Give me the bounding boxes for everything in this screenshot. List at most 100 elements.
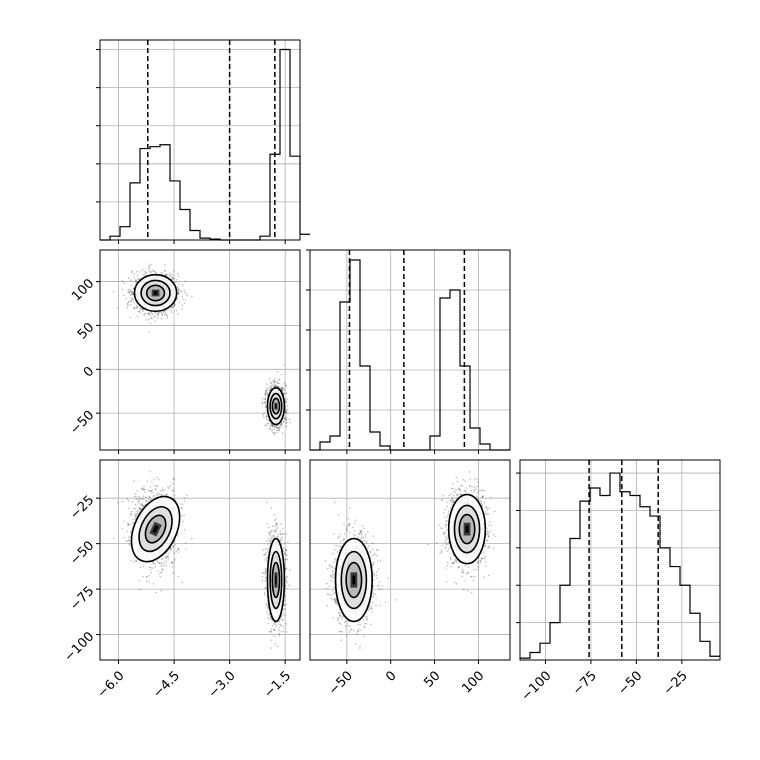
sample-point [147,312,150,315]
sample-point [148,312,150,315]
sample-point [183,302,186,305]
sample-point [136,490,138,492]
sample-point [265,416,268,418]
sample-point [151,481,153,483]
sample-point [164,312,167,314]
sample-point [267,418,269,421]
sample-point [156,314,159,316]
sample-point [148,498,150,501]
sample-point [133,495,135,498]
sample-point [152,583,155,585]
sample-point [169,275,172,278]
sample-point [182,298,184,300]
sample-point [185,548,187,550]
sample-point [273,378,276,380]
sample-point [277,533,280,536]
sample-point [130,297,133,299]
sample-point [134,507,137,510]
sample-point [186,294,189,297]
sample-point [177,551,180,553]
sample-point [128,523,131,526]
sample-point [142,308,144,311]
sample-point [164,313,166,316]
sample-point [183,500,186,502]
sample-point [285,411,288,414]
sample-point [123,282,125,285]
sample-point [123,520,125,523]
sample-point [127,304,129,307]
sample-point [138,509,141,511]
sample-point [271,425,274,427]
sample-point [169,484,172,487]
sample-point [128,292,131,294]
sample-point [277,382,279,385]
sample-point [177,548,180,550]
sample-point [180,291,183,293]
sample-point [183,289,185,291]
sample-point [191,537,193,540]
sample-point [171,305,174,308]
sample-point [121,528,123,530]
sample-point [126,307,128,309]
sample-point [172,490,175,493]
sample-point [269,536,272,539]
sample-point [285,425,288,428]
sample-point [147,500,149,503]
sample-point [144,270,146,272]
sample-point [148,331,150,333]
sample-point [130,512,132,515]
sample-point [272,431,274,434]
sample-point [135,270,138,273]
sample-point [172,270,175,272]
sample-point [133,507,135,510]
sample-point [171,562,173,564]
sample-point [129,316,132,319]
sample-point [285,558,287,560]
sample-point [277,623,280,626]
sample-point [273,514,276,516]
sample-point [155,272,158,275]
sample-point [128,290,130,293]
sample-point [171,307,173,309]
sample-point [134,503,137,506]
sample-point [153,479,155,481]
sample-point [278,429,280,432]
sample-point [142,274,144,276]
sample-point [130,291,133,293]
sample-point [131,270,133,273]
sample-point [160,558,163,560]
y-tick-label: 100 [69,276,97,304]
sample-point [139,271,141,273]
sample-point [136,306,139,309]
sample-point [264,394,267,397]
sample-point [144,271,147,274]
sample-point [144,491,146,494]
sample-point [270,507,273,509]
sample-point [280,373,283,376]
sample-point [270,382,272,385]
sample-point [158,478,160,481]
sample-point [174,303,176,306]
sample-point [167,558,170,560]
sample-point [141,487,143,490]
sample-point [135,307,138,309]
sample-point [134,307,136,310]
sample-point [161,313,163,316]
sample-point [171,273,174,276]
sample-point [263,554,265,556]
sample-point [127,277,130,279]
sample-point [134,493,137,495]
sample-point [174,558,176,561]
sample-point [121,500,123,503]
sample-point [177,287,180,289]
sample-point [132,299,134,301]
sample-point [160,271,163,274]
sample-point [272,384,274,387]
sample-point [282,625,285,628]
sample-point [276,370,279,373]
sample-point [181,295,183,298]
sample-point [148,313,150,315]
sample-point [268,377,271,380]
sample-point [276,527,279,529]
